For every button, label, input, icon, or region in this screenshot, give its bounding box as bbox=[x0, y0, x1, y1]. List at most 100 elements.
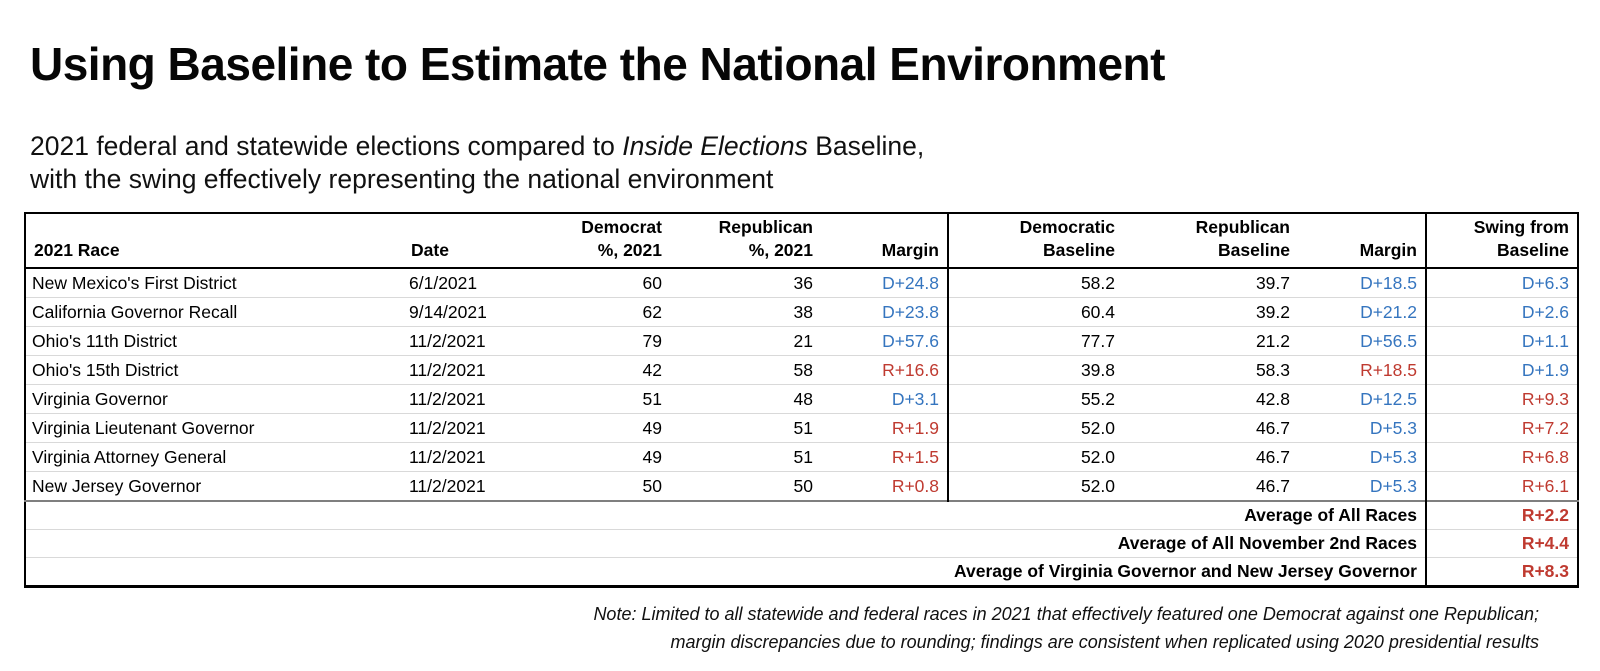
cell-rep-baseline: 39.7 bbox=[1255, 272, 1290, 293]
subtitle-line2: with the swing effectively representing … bbox=[30, 164, 774, 194]
cell-race: New Mexico's First District bbox=[32, 272, 237, 293]
col-header-race: 2021 Race bbox=[25, 213, 403, 269]
cell-rep-baseline: 46.7 bbox=[1123, 413, 1298, 443]
cell-date: 6/1/2021 bbox=[409, 272, 478, 293]
cell-rep-pct: 38 bbox=[670, 297, 821, 327]
cell-date: 11/2/2021 bbox=[403, 326, 533, 356]
summary-value: R+4.4 bbox=[1425, 529, 1578, 558]
footnote-line2: margin discrepancies due to rounding; fi… bbox=[670, 632, 1539, 652]
cell-swing: R+6.1 bbox=[1425, 471, 1578, 501]
cell-dem-baseline: 60.4 bbox=[947, 297, 1123, 327]
cell-rep-pct: 48 bbox=[670, 384, 821, 414]
cell-rep-pct: 51 bbox=[670, 442, 821, 472]
summary-row: Average of All Races R+2.2 bbox=[25, 500, 1578, 530]
cell-rep-baseline: 21.2 bbox=[1123, 326, 1298, 356]
table-row: Virginia Attorney General 11/2/2021 49 5… bbox=[25, 442, 1578, 472]
cell-baseline-margin: D+21.2 bbox=[1298, 297, 1426, 327]
cell-rep-baseline: 39.2 bbox=[1123, 297, 1298, 327]
summary-label: Average of All November 2nd Races bbox=[25, 529, 1426, 558]
cell-race: Virginia Lieutenant Governor bbox=[25, 413, 403, 443]
subtitle: 2021 federal and statewide elections com… bbox=[30, 130, 1600, 196]
cell-rep-baseline: 42.8 bbox=[1123, 384, 1298, 414]
cell-date: 11/2/2021 bbox=[403, 384, 533, 414]
cell-race: California Governor Recall bbox=[25, 297, 403, 327]
cell-dem-baseline: 52.0 bbox=[947, 442, 1123, 472]
cell-dem-baseline: 77.7 bbox=[947, 326, 1123, 356]
cell-margin: R+0.8 bbox=[821, 471, 948, 501]
col-header-baseline-margin: Margin bbox=[1298, 213, 1426, 269]
cell-dem-baseline: 58.2 bbox=[947, 268, 1123, 298]
cell-date: 11/2/2021 bbox=[403, 442, 533, 472]
cell-baseline-margin: D+18.5 bbox=[1360, 272, 1417, 293]
cell-rep-baseline: 46.7 bbox=[1123, 471, 1298, 501]
cell-date: 11/2/2021 bbox=[403, 471, 533, 501]
footnote-line1: Note: Limited to all statewide and feder… bbox=[593, 604, 1539, 624]
cell-baseline-margin: D+5.3 bbox=[1298, 413, 1426, 443]
cell-date: 11/2/2021 bbox=[403, 355, 533, 385]
cell-rep-pct: 51 bbox=[670, 413, 821, 443]
cell-swing: D+2.6 bbox=[1425, 297, 1578, 327]
footnote: Note: Limited to all statewide and feder… bbox=[24, 600, 1577, 656]
cell-rep-pct: 21 bbox=[670, 326, 821, 356]
header-row: 2021 Race Date Democrat%, 2021 Republica… bbox=[25, 213, 1578, 269]
cell-rep-pct: 50 bbox=[670, 471, 821, 501]
col-header-rep-pct: Republican%, 2021 bbox=[670, 213, 821, 269]
cell-dem-pct: 79 bbox=[533, 326, 670, 356]
col-header-swing: Swing from Baseline bbox=[1425, 213, 1578, 269]
summary-label: Average of All Races bbox=[25, 500, 1426, 530]
table-row: California Governor Recall 9/14/2021 62 … bbox=[25, 297, 1578, 327]
summary-label: Average of Virginia Governor and New Jer… bbox=[25, 557, 1426, 587]
cell-swing: R+9.3 bbox=[1425, 384, 1578, 414]
col-header-dem-baseline: Democratic Baseline bbox=[947, 213, 1123, 269]
table-row: Ohio's 11th District 11/2/2021 79 21 D+5… bbox=[25, 326, 1578, 356]
cell-dem-baseline: 52.0 bbox=[947, 471, 1123, 501]
cell-swing: R+7.2 bbox=[1425, 413, 1578, 443]
cell-margin: D+23.8 bbox=[821, 297, 948, 327]
cell-baseline-margin: D+5.3 bbox=[1298, 442, 1426, 472]
cell-baseline-margin: R+18.5 bbox=[1298, 355, 1426, 385]
cell-date: 9/14/2021 bbox=[403, 297, 533, 327]
cell-margin: R+1.9 bbox=[821, 413, 948, 443]
cell-margin: D+57.6 bbox=[821, 326, 948, 356]
cell-rep-baseline: 58.3 bbox=[1123, 355, 1298, 385]
cell-dem-pct: 49 bbox=[533, 413, 670, 443]
cell-baseline-margin: D+56.5 bbox=[1298, 326, 1426, 356]
slide: Using Baseline to Estimate the National … bbox=[0, 36, 1600, 671]
cell-dem-pct: 50 bbox=[533, 471, 670, 501]
cell-race: New Jersey Governor bbox=[25, 471, 403, 501]
cell-dem-baseline: 55.2 bbox=[947, 384, 1123, 414]
cell-margin: R+1.5 bbox=[821, 442, 948, 472]
cell-race: Virginia Attorney General bbox=[25, 442, 403, 472]
cell-dem-baseline: 52.0 bbox=[947, 413, 1123, 443]
cell-swing: D+6.3 bbox=[1425, 268, 1578, 298]
subtitle-publication-name: Inside Elections bbox=[622, 131, 808, 161]
col-header-rep-baseline: Republican Baseline bbox=[1123, 213, 1298, 269]
col-header-date: Date bbox=[403, 213, 533, 269]
page-title: Using Baseline to Estimate the National … bbox=[30, 38, 1165, 90]
cell-dem-pct: 62 bbox=[533, 297, 670, 327]
col-header-margin: Margin bbox=[821, 213, 948, 269]
cell-race: Virginia Governor bbox=[25, 384, 403, 414]
summary-row: Average of Virginia Governor and New Jer… bbox=[25, 557, 1578, 587]
cell-dem-pct: 49 bbox=[533, 442, 670, 472]
cell-baseline-margin: D+5.3 bbox=[1298, 471, 1426, 501]
subtitle-line1-post: Baseline, bbox=[807, 131, 925, 161]
results-table: 2021 Race Date Democrat%, 2021 Republica… bbox=[24, 212, 1579, 588]
cell-dem-pct: 60 bbox=[642, 272, 662, 293]
table-row: Virginia Lieutenant Governor 11/2/2021 4… bbox=[25, 413, 1578, 443]
cell-margin: R+16.6 bbox=[821, 355, 948, 385]
cell-margin: D+3.1 bbox=[821, 384, 948, 414]
subtitle-line1-pre: 2021 federal and statewide elections com… bbox=[30, 131, 623, 161]
col-header-dem-pct: Democrat%, 2021 bbox=[533, 213, 670, 269]
table-row: New Mexico's First District 6/1/2021 60 … bbox=[25, 268, 1578, 298]
cell-dem-pct: 42 bbox=[533, 355, 670, 385]
cell-date: 11/2/2021 bbox=[403, 413, 533, 443]
summary-value: R+8.3 bbox=[1425, 557, 1578, 587]
cell-rep-pct: 58 bbox=[670, 355, 821, 385]
cell-swing: D+1.1 bbox=[1425, 326, 1578, 356]
cell-dem-pct: 51 bbox=[533, 384, 670, 414]
cell-rep-pct: 36 bbox=[793, 272, 813, 293]
table-row: New Jersey Governor 11/2/2021 50 50 R+0.… bbox=[25, 471, 1578, 501]
summary-value: R+2.2 bbox=[1425, 500, 1578, 530]
cell-baseline-margin: D+12.5 bbox=[1298, 384, 1426, 414]
